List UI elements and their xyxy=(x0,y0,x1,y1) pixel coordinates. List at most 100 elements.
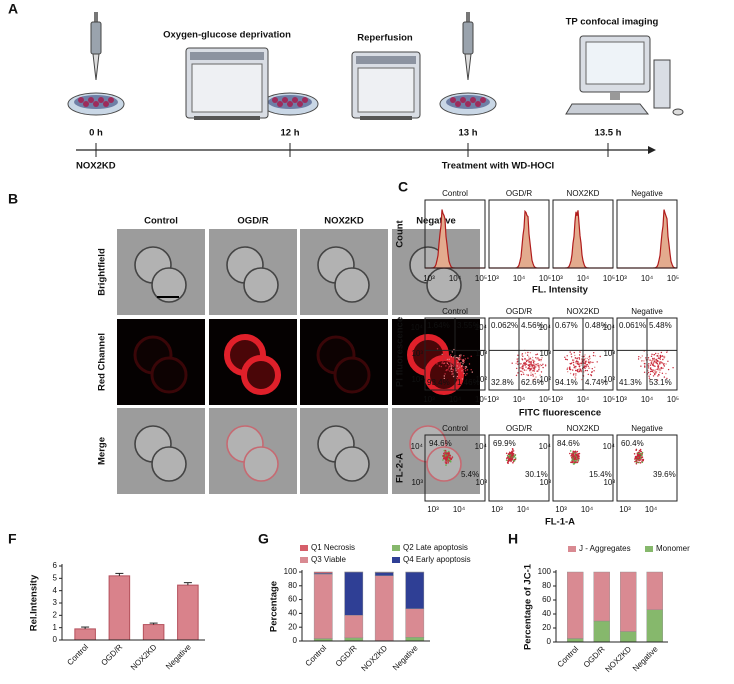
event-dot xyxy=(639,462,642,464)
event-dot xyxy=(656,355,659,357)
event-dot xyxy=(531,356,534,359)
event-dot xyxy=(530,374,532,376)
event-dot xyxy=(462,363,464,365)
event-dot xyxy=(537,363,539,365)
event-dot xyxy=(452,362,455,364)
event-dot xyxy=(451,351,453,353)
event-dot xyxy=(465,366,468,368)
event-dot xyxy=(569,368,571,370)
quadrant-label: 1.64% xyxy=(427,321,450,330)
event-dot xyxy=(586,357,588,360)
event-dot xyxy=(532,375,534,377)
cell xyxy=(334,446,370,482)
row-label: Merge xyxy=(97,437,108,465)
event-dot xyxy=(640,360,643,362)
event-dot xyxy=(529,364,531,366)
event-dot xyxy=(583,362,585,364)
plot-title: OGD/R xyxy=(506,424,532,433)
event-dot xyxy=(449,370,451,372)
event-dot xyxy=(566,359,568,361)
y-tick-label: 10³ xyxy=(411,349,423,358)
x-tick-label: Control xyxy=(304,643,329,668)
event-dot xyxy=(635,449,637,452)
plot-title: Negative xyxy=(631,189,663,198)
bar-segment xyxy=(646,609,663,643)
event-dot xyxy=(514,454,516,457)
event-dot xyxy=(442,357,444,359)
gate-label: 94.6% xyxy=(429,439,452,448)
x-tick-label: 10⁴ xyxy=(517,505,530,514)
event-dot xyxy=(533,363,535,365)
event-dot xyxy=(663,355,666,358)
event-dot xyxy=(581,378,583,381)
event-dot xyxy=(445,358,448,360)
event-dot xyxy=(658,369,660,371)
bar-segment xyxy=(620,631,637,643)
y-tick-label: 40 xyxy=(542,609,551,618)
step-label: Oxygen-glucose deprivation xyxy=(163,30,291,41)
event-dot xyxy=(660,351,663,354)
event-dot xyxy=(570,353,572,355)
event-dot xyxy=(442,459,444,461)
event-dot xyxy=(589,362,591,364)
y-tick-label: 100 xyxy=(538,567,552,576)
bar-segment xyxy=(313,571,333,574)
event-dot xyxy=(444,449,447,452)
mouse-icon xyxy=(672,108,684,116)
cell-icon xyxy=(470,97,476,103)
x-tick-label: 10⁴ xyxy=(513,274,526,283)
event-dot xyxy=(657,367,659,369)
event-dot xyxy=(450,363,452,366)
event-dot xyxy=(458,367,461,369)
event-dot xyxy=(528,356,530,358)
legend-swatch xyxy=(300,545,308,551)
panel-label: A xyxy=(8,1,18,17)
column-label: Control xyxy=(144,216,178,227)
event-dot xyxy=(637,358,640,360)
event-dot xyxy=(470,355,472,357)
event-dot xyxy=(662,364,665,366)
event-dot xyxy=(447,452,449,455)
event-dot xyxy=(529,357,531,359)
x-tick-label: 10³ xyxy=(615,395,627,404)
event-dot xyxy=(467,357,469,359)
pipette-icon xyxy=(462,21,474,55)
event-dot xyxy=(655,370,657,373)
y-tick-label: 10⁴ xyxy=(603,442,616,451)
cell-icon xyxy=(287,101,293,107)
event-dot xyxy=(570,461,572,464)
event-dot xyxy=(507,462,509,465)
y-tick-label: 20 xyxy=(288,622,297,631)
event-dot xyxy=(463,355,465,357)
event-dot xyxy=(569,372,572,375)
event-dot xyxy=(521,353,524,355)
event-dot xyxy=(438,355,440,358)
step-label: TP confocal imaging xyxy=(566,17,659,28)
event-dot xyxy=(533,368,536,370)
x-tick-label: Negative xyxy=(631,644,660,673)
quadrant-label: 5.48% xyxy=(649,321,672,330)
plot-frame xyxy=(424,434,486,502)
event-dot xyxy=(578,364,580,366)
event-dot xyxy=(540,358,542,361)
event-dot xyxy=(571,453,574,456)
event-dot xyxy=(638,356,640,358)
x-tick-label: 10⁵ xyxy=(603,395,615,404)
cell-icon xyxy=(98,97,104,103)
event-dot xyxy=(459,368,462,370)
x-tick-label: 10⁵ xyxy=(475,274,487,283)
event-dot xyxy=(510,458,512,460)
event-dot xyxy=(575,459,577,462)
cell-icon xyxy=(302,97,308,103)
event-dot xyxy=(572,361,575,364)
cell xyxy=(426,446,462,482)
event-dot xyxy=(537,357,539,360)
event-dot xyxy=(578,370,581,373)
event-dot xyxy=(575,362,577,365)
gate-label: 5.4% xyxy=(461,470,479,479)
event-dot xyxy=(455,356,457,359)
event-dot xyxy=(584,354,586,356)
event-dot xyxy=(521,354,523,356)
event-dot xyxy=(443,375,445,377)
event-dot xyxy=(663,365,666,367)
